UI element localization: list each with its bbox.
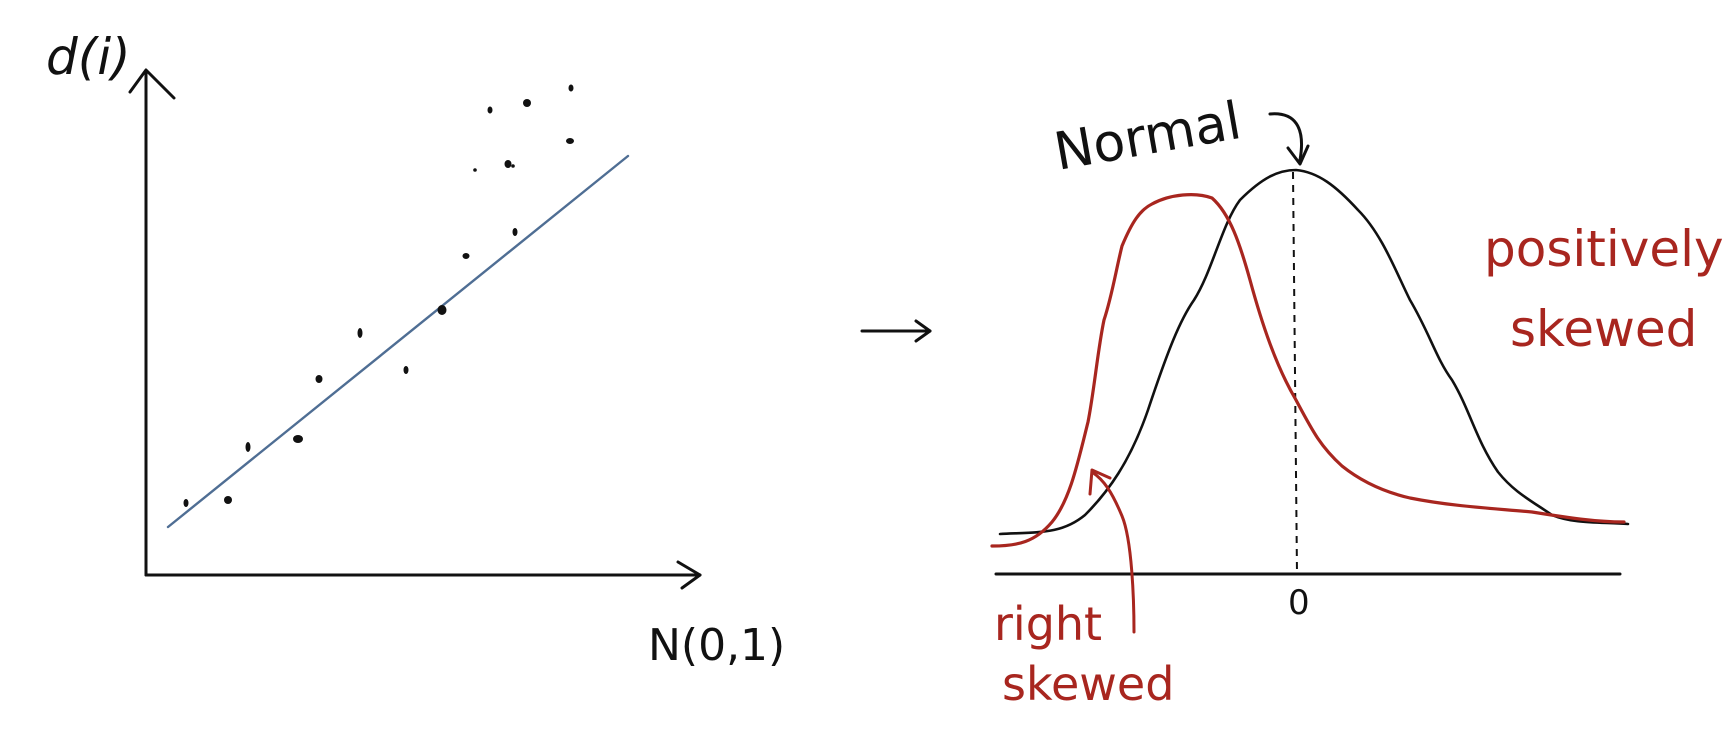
qq-points <box>183 84 574 507</box>
positively-skewed-label-line2: skewed <box>1510 300 1697 358</box>
qq-point <box>512 228 518 236</box>
qq-x-label: N(0,1) <box>648 620 785 671</box>
qq-fit-line <box>166 154 630 529</box>
normal-curve <box>998 168 1630 536</box>
qq-point <box>315 375 323 383</box>
qq-point <box>403 366 409 374</box>
qq-point <box>568 84 574 92</box>
distribution-plot: Normal 0 positively skewed right skewed <box>990 91 1724 711</box>
qq-point <box>245 442 251 452</box>
qq-point <box>183 499 189 507</box>
skewed-curve <box>990 193 1626 548</box>
qq-point <box>293 435 303 443</box>
right-skewed-pointer <box>1090 470 1136 634</box>
right-skewed-label-line2: skewed <box>1002 657 1174 711</box>
qq-point <box>523 99 531 107</box>
qq-x-axis-arrowhead <box>676 560 702 590</box>
dist-mean-dashed-line <box>1292 171 1298 575</box>
qq-point <box>511 164 515 168</box>
qq-plot: d(i) N(0,1) <box>46 28 785 671</box>
normal-pointer <box>1268 112 1303 162</box>
qq-point <box>566 138 574 144</box>
qq-point <box>504 160 512 168</box>
right-skewed-label-line1: right <box>994 597 1102 651</box>
qq-point <box>462 253 470 259</box>
qq-y-label: d(i) <box>46 28 131 86</box>
normal-pointer-arrowhead <box>1286 144 1310 166</box>
qq-point <box>473 168 477 172</box>
positively-skewed-label-line1: positively <box>1484 220 1724 278</box>
right-arrow-icon <box>860 319 932 343</box>
normal-label: Normal <box>1050 91 1246 183</box>
qq-y-axis-arrowhead <box>128 68 176 100</box>
qq-point <box>224 496 232 504</box>
qq-point <box>437 305 447 315</box>
qq-point <box>487 106 493 114</box>
qq-point <box>357 328 363 338</box>
zero-tick-label: 0 <box>1288 583 1310 623</box>
right-skewed-pointer-arrowhead <box>1088 468 1112 496</box>
